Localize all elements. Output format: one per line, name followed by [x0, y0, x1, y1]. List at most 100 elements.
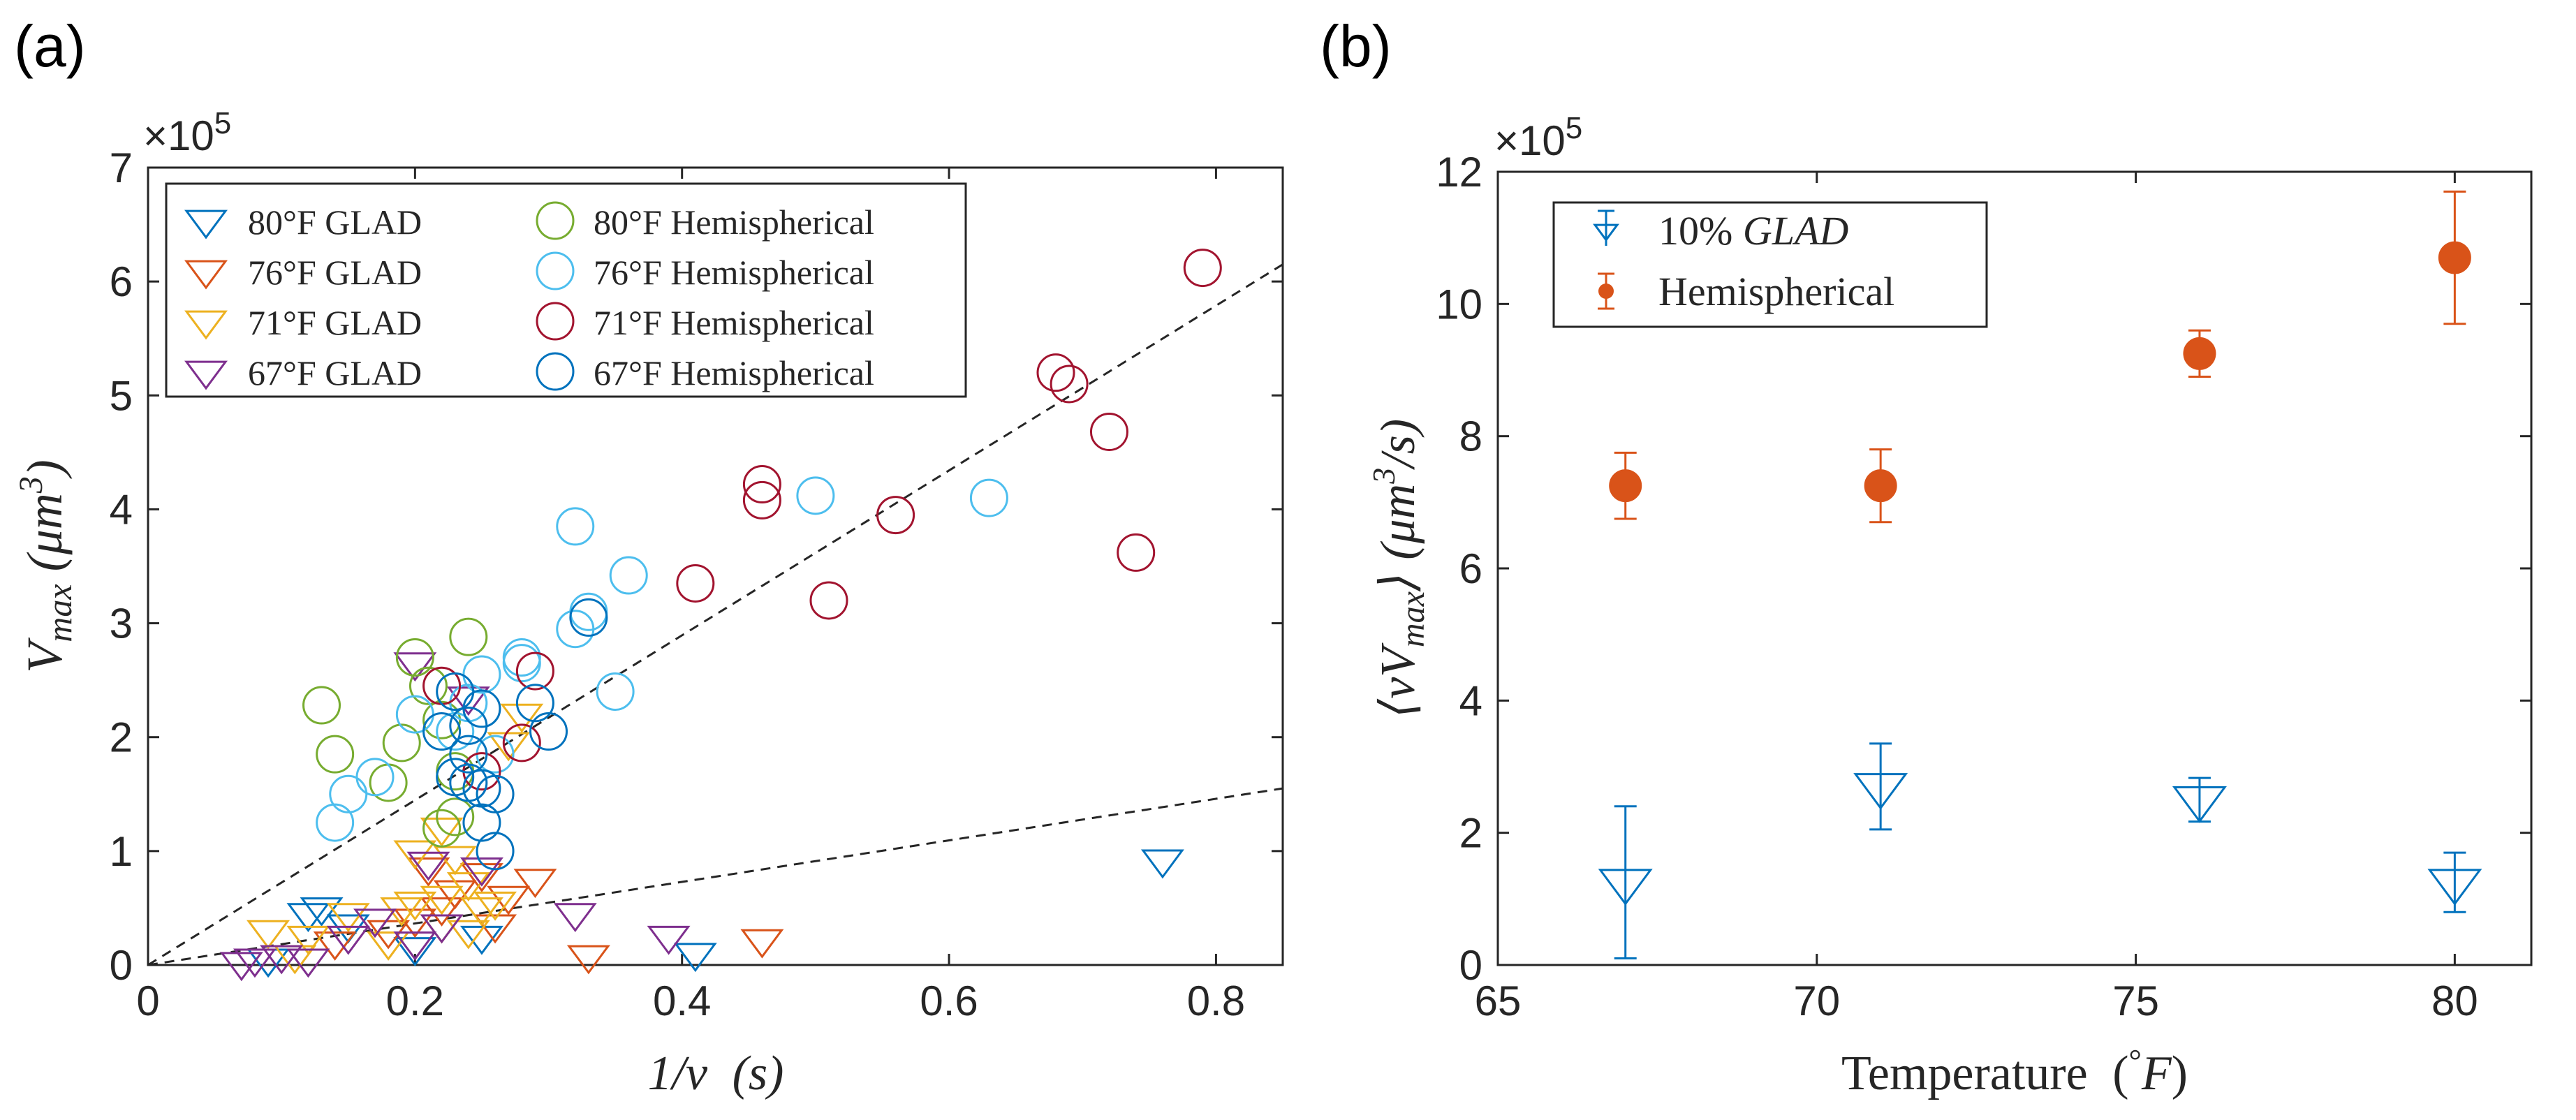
- data-point-filled-circle: [2438, 241, 2471, 274]
- y-tick-label: 4: [110, 486, 133, 533]
- legend-marker-circle: [536, 251, 575, 290]
- data-point-circle: [1089, 412, 1128, 451]
- x-tick-label: 75: [2112, 978, 2159, 1024]
- x-tick-label: 0.2: [386, 978, 444, 1024]
- data-point-triangle: [246, 920, 290, 950]
- panel-b-label: (b): [1320, 13, 1392, 79]
- data-point-circle: [969, 478, 1008, 517]
- data-point-triangle: [420, 897, 464, 927]
- data-point-triangle: [260, 945, 304, 975]
- data-point-triangle: [233, 948, 277, 978]
- data-point-circle: [676, 563, 715, 603]
- panel-b: (b) 65 70 75 80 0 2 4 6 8 10 12 ×105 Temperature (…: [1320, 13, 2533, 1100]
- panel-a-legend-box: [165, 182, 967, 398]
- legend-label: 67°F GLAD: [248, 353, 422, 392]
- data-point-circle: [1050, 364, 1089, 404]
- legend-marker-triangle: [184, 360, 228, 390]
- data-point-circle: [569, 598, 608, 637]
- data-point-circle: [316, 735, 355, 774]
- legend-label: 71°F GLAD: [248, 303, 422, 342]
- data-point-filled-circle: [1864, 469, 1897, 503]
- legend-label: 10% GLAD: [1658, 208, 1848, 253]
- data-point-triangle: [393, 652, 437, 682]
- y-tick-label: 6: [110, 258, 133, 305]
- data-point-triangle: [566, 945, 610, 975]
- data-point-triangle: [313, 931, 357, 961]
- legend-marker-triangle: [1593, 223, 1619, 242]
- legend-label: Hemispherical: [1658, 269, 1894, 314]
- data-point-triangle: [353, 908, 397, 938]
- legend-marker-triangle: [184, 260, 228, 290]
- legend-marker-circle: [536, 352, 575, 391]
- data-point-triangle: [473, 891, 517, 921]
- panel-b-legend: 10% GLAD Hemispherical: [1552, 201, 1988, 328]
- panel-a-xlabel: 1/ν (s): [648, 1047, 784, 1100]
- data-point-circle: [462, 803, 501, 842]
- data-point-circle: [1036, 353, 1075, 392]
- data-point-circle: [1117, 533, 1156, 572]
- fit-line: [147, 263, 1283, 966]
- y-tick-label: 1: [110, 828, 133, 875]
- y-tick-label: 2: [110, 714, 133, 761]
- panel-b-ticks: 65 70 75 80 0 2 4 6 8 10 12: [1436, 149, 2531, 1024]
- legend-marker-circle: [536, 302, 575, 341]
- legend-label: 76°F GLAD: [248, 253, 422, 292]
- x-tick-label: 0.4: [653, 978, 711, 1024]
- data-point-circle: [449, 763, 488, 802]
- x-tick-label: 80: [2431, 978, 2478, 1024]
- data-point-triangle: [446, 920, 490, 950]
- data-point-circle: [382, 723, 421, 762]
- y-tick-label: 7: [110, 145, 133, 191]
- data-point-triangle: [459, 925, 503, 955]
- data-point-triangle: [553, 903, 597, 933]
- data-point-triangle: [393, 931, 437, 961]
- y-tick-label: 3: [110, 600, 133, 647]
- data-point-triangle: [1140, 849, 1184, 879]
- panel-a-fit-lines: [147, 263, 1283, 966]
- x-tick-label: 0: [136, 978, 159, 1024]
- panel-b-ylabel: ⟨νVmax⟩(μm3/s): [1366, 419, 1431, 718]
- data-point-triangle: [326, 903, 370, 933]
- panel-b-data-points: [1598, 190, 2482, 960]
- y-tick-label: 0: [1459, 942, 1482, 989]
- data-point-circle: [449, 735, 488, 774]
- data-point-triangle: [406, 857, 450, 887]
- panel-a-data-points: [219, 249, 1222, 982]
- panel-a-ylabel: Vmax(μm3): [13, 459, 79, 672]
- data-point-circle: [515, 684, 554, 723]
- data-point-triangle: [647, 925, 691, 955]
- data-point-triangle: [393, 891, 437, 921]
- y-tick-label: 5: [110, 372, 133, 419]
- legend-label: 76°F Hemispherical: [594, 253, 874, 292]
- data-point-triangle: [393, 937, 437, 966]
- data-point-filled-circle: [2183, 337, 2216, 370]
- panel-b-exponent: ×105: [1494, 111, 1582, 164]
- data-point-triangle: [326, 925, 370, 955]
- data-point-circle: [876, 496, 915, 535]
- data-point-circle: [449, 617, 488, 656]
- data-point-triangle: [286, 925, 330, 955]
- data-point-circle: [596, 672, 635, 711]
- panel-b-xlabel: Temperature (°F): [1841, 1042, 2188, 1100]
- data-point-circle: [355, 758, 395, 797]
- legend-label: 80°F Hemispherical: [594, 202, 874, 242]
- data-point-triangle: [673, 943, 717, 973]
- data-point-triangle: [406, 851, 450, 881]
- data-point-triangle: [219, 952, 263, 982]
- data-point-circle: [436, 797, 475, 837]
- data-point-circle: [809, 581, 848, 620]
- legend-label: 80°F GLAD: [248, 202, 422, 242]
- data-point-triangle: [420, 817, 464, 847]
- data-point-triangle: [2172, 786, 2227, 823]
- panel-a-ticks: 0 0.2 0.4 0.6 0.8 0 1 2 3 4 5 6 7: [110, 145, 1283, 1024]
- legend-label: 67°F Hemispherical: [594, 353, 874, 392]
- panel-a-legend: 80°F GLAD 80°F Hemispherical 76°F GLAD 76°F…: [165, 182, 967, 398]
- y-tick-label: 8: [1459, 413, 1482, 460]
- x-tick-label: 0.8: [1187, 978, 1245, 1024]
- data-point-circle: [476, 774, 515, 813]
- y-tick-label: 10: [1436, 281, 1482, 327]
- data-point-triangle: [500, 703, 544, 733]
- data-point-filled-circle: [1609, 469, 1642, 503]
- panel-a: (a) 0 0.2 0.4 0.6 0.8 0 1 2 3 4 5 6 7 ×105 1/ν (s) V…: [13, 13, 1284, 1100]
- data-point-triangle: [420, 885, 464, 915]
